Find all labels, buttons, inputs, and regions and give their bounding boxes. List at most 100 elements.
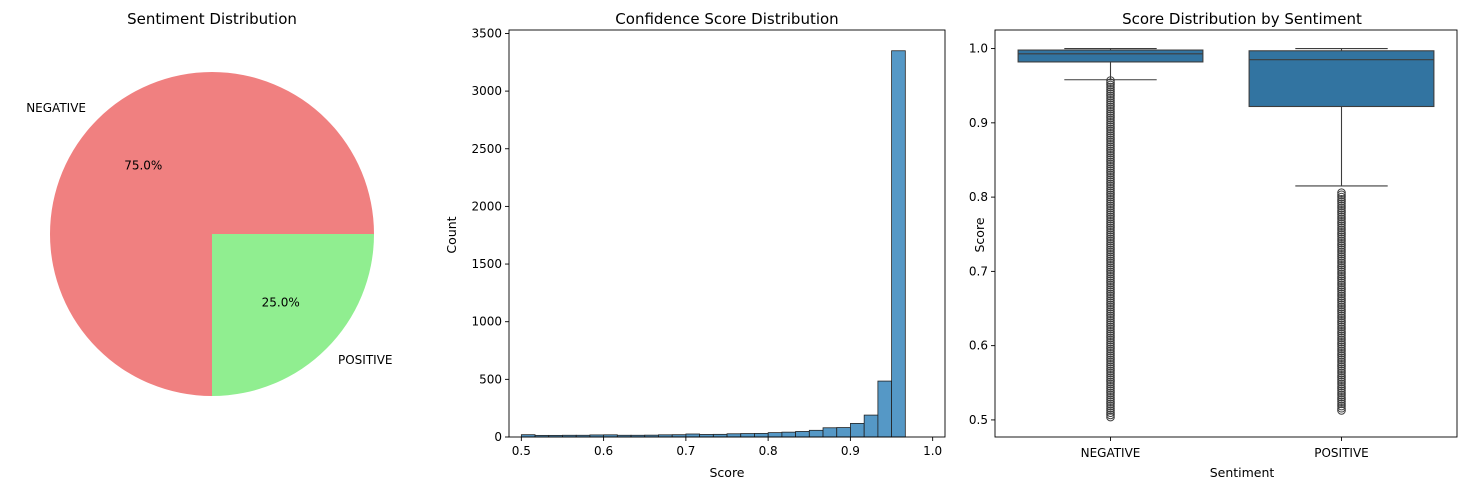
histogram-bars bbox=[520, 50, 906, 438]
outlier-point-negative bbox=[1106, 408, 1115, 418]
outlier-point-negative bbox=[1106, 195, 1115, 204]
outlier-point-negative bbox=[1106, 140, 1115, 149]
histogram-x-tick-label: 0.5 bbox=[512, 444, 531, 458]
outlier-point-positive bbox=[1337, 205, 1346, 215]
outlier-point-negative bbox=[1106, 382, 1115, 391]
outlier-point-positive bbox=[1337, 329, 1346, 338]
outlier-point-negative bbox=[1106, 331, 1115, 341]
outlier-point-positive bbox=[1337, 199, 1346, 208]
histogram-bar bbox=[822, 427, 838, 438]
boxplot-y-tick-label: 0.7 bbox=[969, 264, 988, 278]
outlier-point-negative bbox=[1106, 412, 1115, 422]
outlier-point-positive bbox=[1337, 304, 1346, 314]
histogram-y-tick-label: 3500 bbox=[471, 26, 502, 40]
outlier-point-negative bbox=[1106, 157, 1115, 167]
outlier-point-positive bbox=[1337, 260, 1346, 270]
outlier-point-positive bbox=[1337, 340, 1346, 349]
outlier-point-negative bbox=[1106, 126, 1115, 136]
boxplot-y-tick-label: 0.5 bbox=[969, 413, 988, 427]
outlier-point-positive bbox=[1337, 230, 1346, 239]
outlier-point-positive bbox=[1337, 351, 1346, 360]
outlier-point-negative bbox=[1106, 342, 1115, 352]
outlier-point-negative bbox=[1106, 219, 1115, 228]
outlier-point-negative bbox=[1106, 186, 1115, 195]
outlier-point-negative bbox=[1106, 351, 1115, 360]
outlier-point-negative bbox=[1106, 133, 1115, 143]
pie-slices bbox=[50, 72, 374, 396]
outlier-point-positive bbox=[1337, 282, 1346, 292]
outlier-point-negative bbox=[1106, 91, 1115, 101]
outlier-point-negative bbox=[1106, 316, 1115, 325]
histogram-bar bbox=[754, 433, 769, 438]
outlier-point-positive bbox=[1337, 212, 1346, 222]
outlier-point-negative bbox=[1106, 366, 1115, 376]
outlier-point-negative bbox=[1106, 357, 1115, 367]
outlier-point-positive bbox=[1337, 401, 1346, 411]
histogram-y-tick-label: 1000 bbox=[471, 315, 502, 329]
outlier-point-negative bbox=[1106, 338, 1115, 347]
pie-label-positive: POSITIVE bbox=[338, 353, 393, 367]
outlier-point-positive bbox=[1337, 276, 1346, 285]
outlier-point-positive bbox=[1337, 388, 1346, 398]
outlier-point-negative bbox=[1106, 247, 1115, 257]
outlier-point-negative bbox=[1106, 269, 1115, 279]
outlier-point-positive bbox=[1337, 359, 1346, 369]
histogram-bar bbox=[781, 431, 797, 438]
histogram-x-tick-label: 0.6 bbox=[594, 444, 613, 458]
outlier-point-negative bbox=[1106, 327, 1115, 336]
outlier-point-negative bbox=[1106, 109, 1115, 118]
outlier-point-positive bbox=[1337, 315, 1346, 325]
outlier-point-positive bbox=[1337, 331, 1346, 340]
outlier-point-negative bbox=[1106, 168, 1115, 178]
outlier-point-positive bbox=[1337, 194, 1346, 204]
outlier-point-negative bbox=[1106, 142, 1115, 151]
outlier-point-negative bbox=[1106, 87, 1115, 96]
outlier-point-negative bbox=[1106, 241, 1115, 250]
outlier-point-negative bbox=[1106, 305, 1115, 314]
outlier-point-negative bbox=[1106, 151, 1115, 160]
outlier-point-negative bbox=[1106, 322, 1115, 332]
outlier-point-negative bbox=[1106, 203, 1115, 213]
histogram-y-tick-label: 500 bbox=[479, 372, 502, 386]
outlier-point-negative bbox=[1106, 111, 1115, 121]
boxplot-title: Score Distribution by Sentiment bbox=[1122, 10, 1362, 28]
outlier-point-positive bbox=[1337, 190, 1346, 200]
outlier-point-positive bbox=[1337, 227, 1346, 237]
outlier-point-negative bbox=[1106, 272, 1115, 281]
outlier-point-negative bbox=[1106, 179, 1115, 189]
outlier-point-negative bbox=[1106, 148, 1115, 158]
outlier-point-negative bbox=[1106, 107, 1115, 116]
outlier-point-negative bbox=[1106, 192, 1115, 202]
outlier-point-negative bbox=[1106, 173, 1115, 182]
outlier-point-negative bbox=[1106, 153, 1115, 162]
outlier-point-negative bbox=[1106, 80, 1115, 90]
outlier-point-positive bbox=[1337, 241, 1346, 250]
outlier-point-positive bbox=[1337, 392, 1346, 402]
outlier-point-positive bbox=[1337, 247, 1346, 257]
outlier-point-negative bbox=[1106, 393, 1115, 402]
outlier-point-positive bbox=[1337, 353, 1346, 362]
outlier-point-positive bbox=[1337, 188, 1346, 197]
pie-slice-positive bbox=[212, 234, 374, 396]
histogram-axes: 0.5 0.6 0.7 0.8 0.9 1.0 0 500 1000 1500 2000 2500 30… bbox=[471, 26, 946, 458]
outlier-point-negative bbox=[1106, 360, 1115, 369]
boxplot-y-axis-label: Score bbox=[972, 217, 987, 252]
boxplot-x-axis-label: Sentiment bbox=[1210, 465, 1275, 480]
outlier-point-negative bbox=[1106, 258, 1115, 268]
outlier-point-negative bbox=[1106, 289, 1115, 299]
outlier-point-negative bbox=[1106, 239, 1115, 248]
histogram-bar bbox=[740, 433, 755, 438]
outlier-point-positive bbox=[1337, 370, 1346, 380]
outlier-point-negative bbox=[1106, 377, 1115, 387]
outlier-point-negative bbox=[1106, 335, 1115, 345]
outlier-point-negative bbox=[1106, 223, 1115, 233]
outlier-point-positive bbox=[1337, 322, 1346, 332]
outlier-point-positive bbox=[1337, 307, 1346, 316]
outlier-point-positive bbox=[1337, 208, 1346, 217]
outlier-point-negative bbox=[1106, 265, 1115, 275]
histogram-bar bbox=[863, 414, 879, 438]
outlier-point-negative bbox=[1106, 318, 1115, 327]
outlier-point-positive bbox=[1337, 216, 1346, 226]
outlier-point-negative bbox=[1106, 228, 1115, 237]
outlier-point-negative bbox=[1106, 162, 1115, 171]
